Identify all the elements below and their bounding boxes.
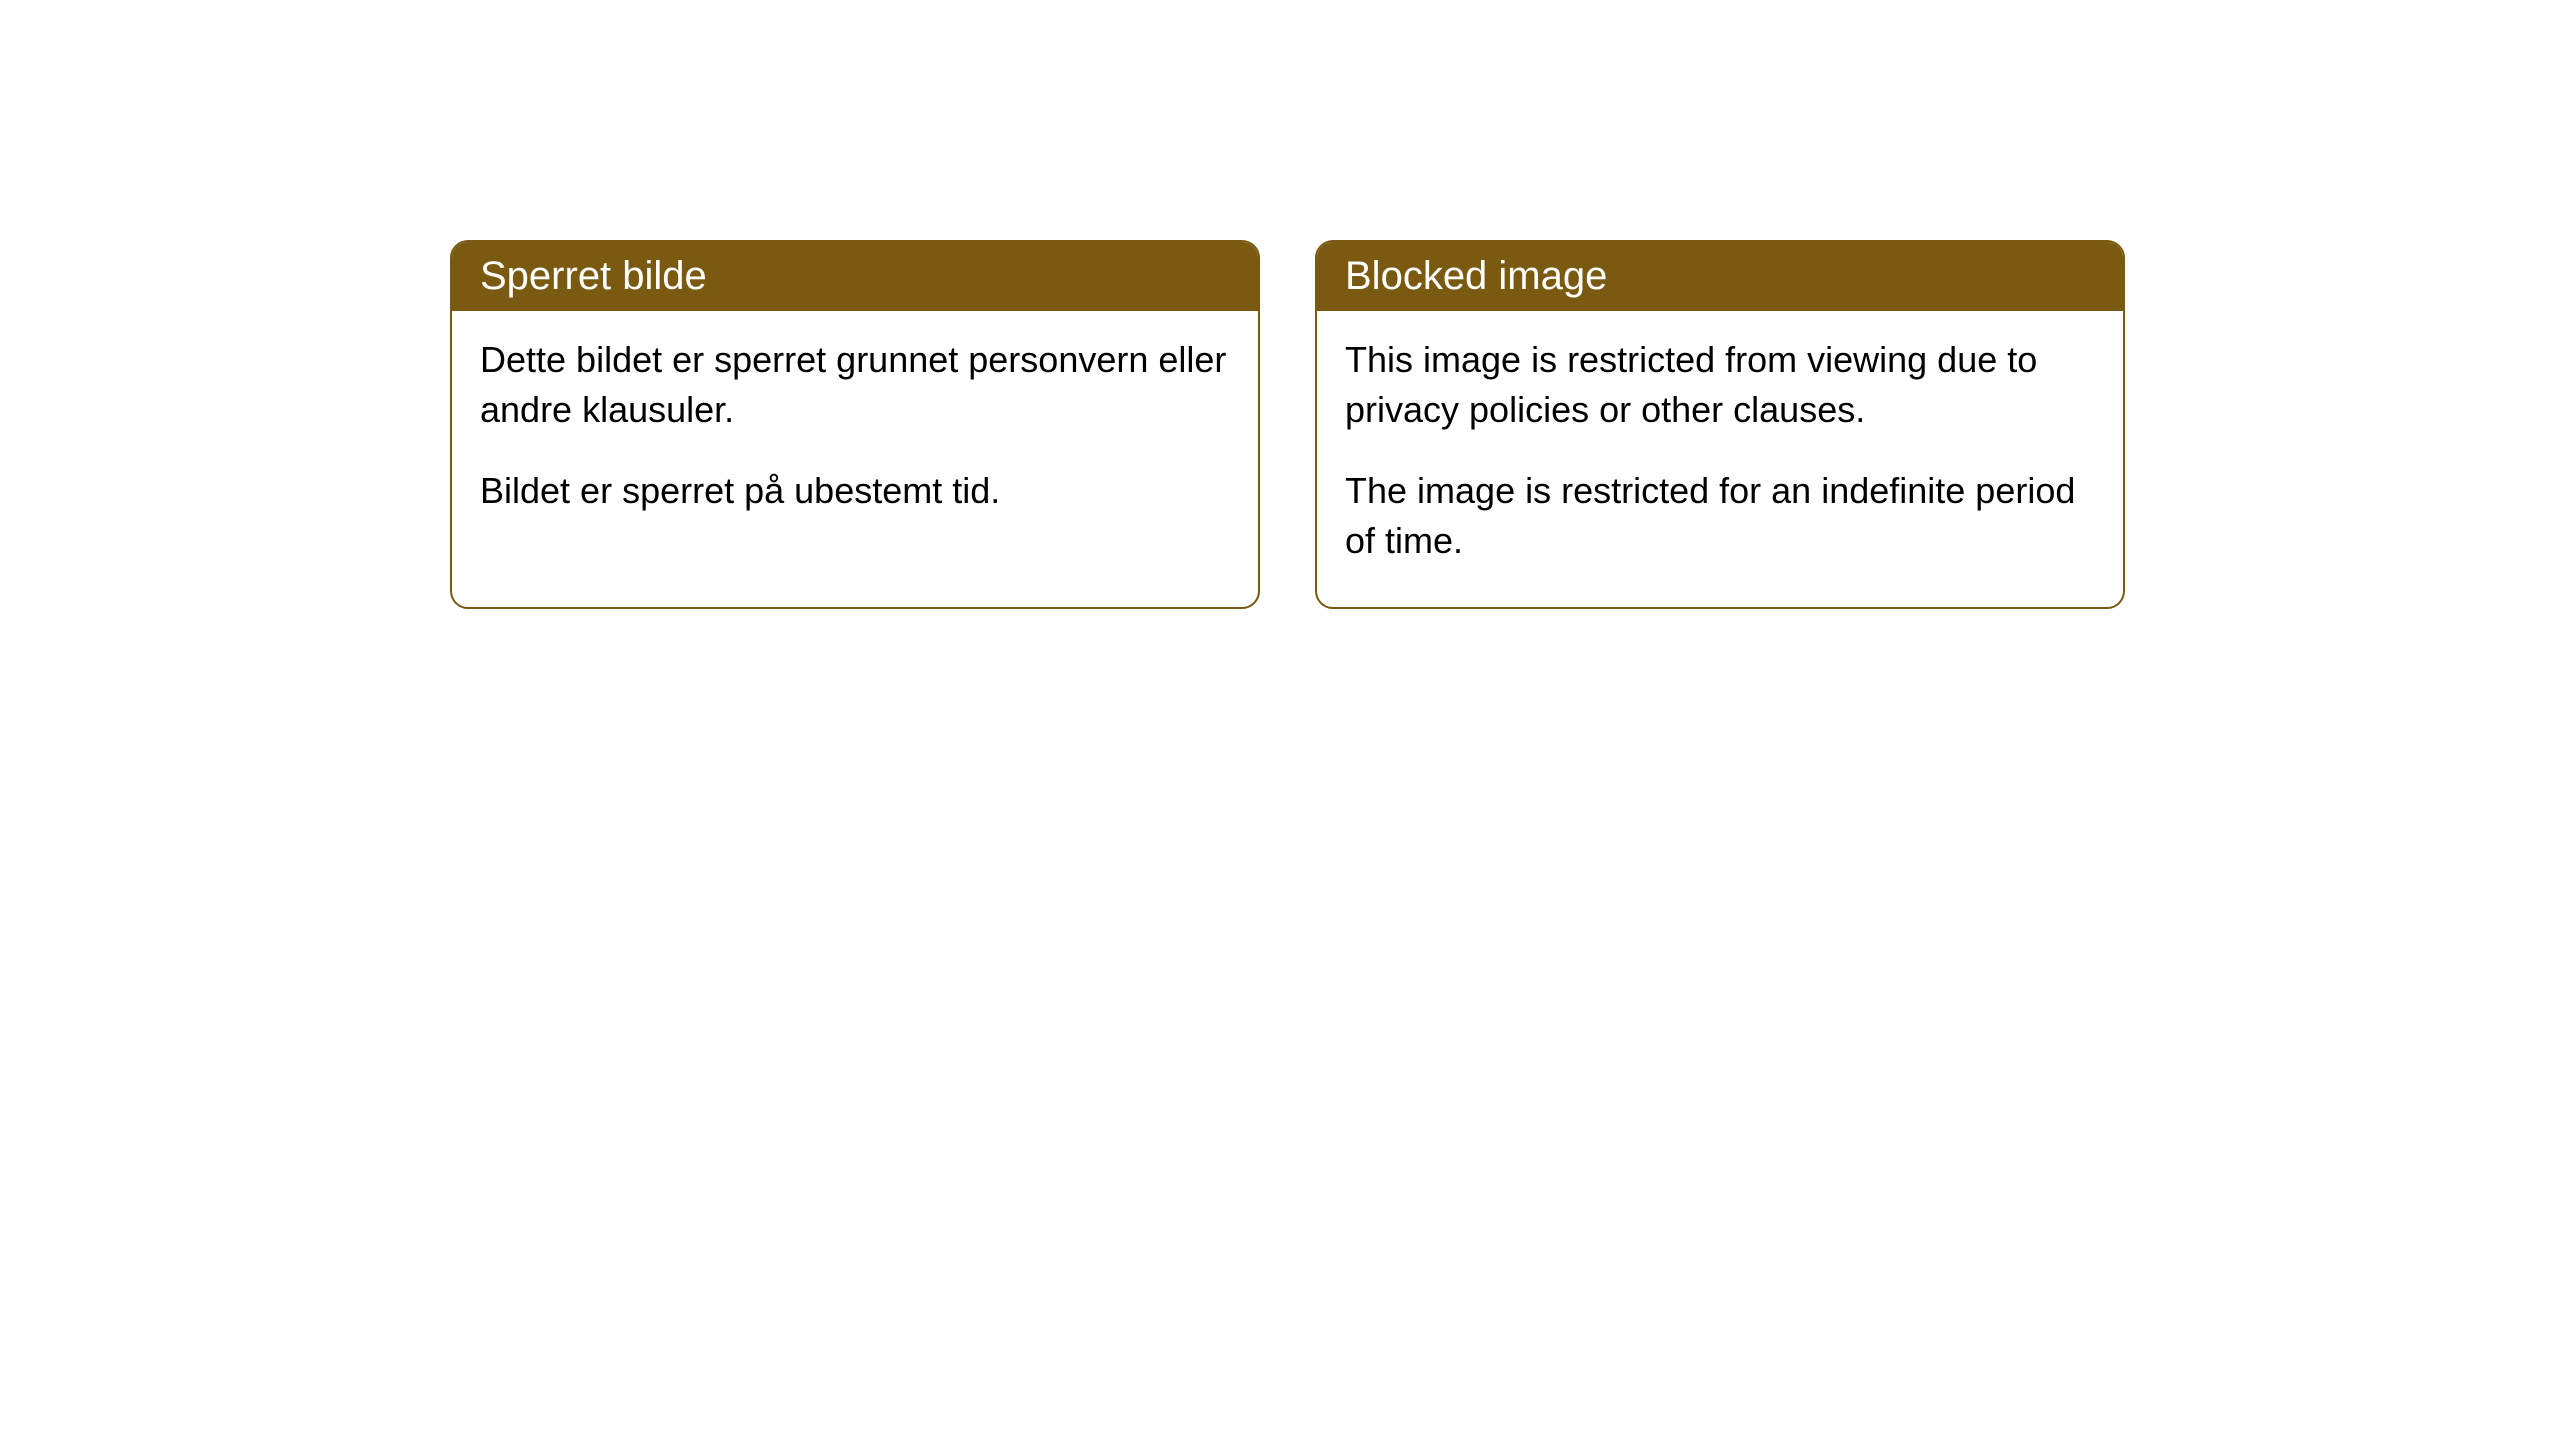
card-paragraph-1-english: This image is restricted from viewing du… [1345,335,2095,436]
card-paragraph-2-english: The image is restricted for an indefinit… [1345,466,2095,567]
blocked-image-card-english: Blocked image This image is restricted f… [1315,240,2125,609]
notice-cards-container: Sperret bilde Dette bildet er sperret gr… [450,240,2560,609]
card-paragraph-1-norwegian: Dette bildet er sperret grunnet personve… [480,335,1230,436]
blocked-image-card-norwegian: Sperret bilde Dette bildet er sperret gr… [450,240,1260,609]
card-header-english: Blocked image [1317,242,2123,311]
card-body-english: This image is restricted from viewing du… [1317,311,2123,607]
card-body-norwegian: Dette bildet er sperret grunnet personve… [452,311,1258,556]
card-paragraph-2-norwegian: Bildet er sperret på ubestemt tid. [480,466,1230,516]
card-header-norwegian: Sperret bilde [452,242,1258,311]
